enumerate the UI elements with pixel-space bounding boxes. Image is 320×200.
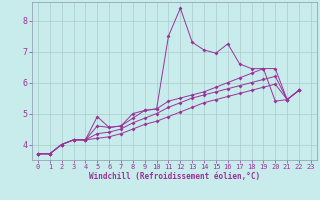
X-axis label: Windchill (Refroidissement éolien,°C): Windchill (Refroidissement éolien,°C) bbox=[89, 172, 260, 181]
